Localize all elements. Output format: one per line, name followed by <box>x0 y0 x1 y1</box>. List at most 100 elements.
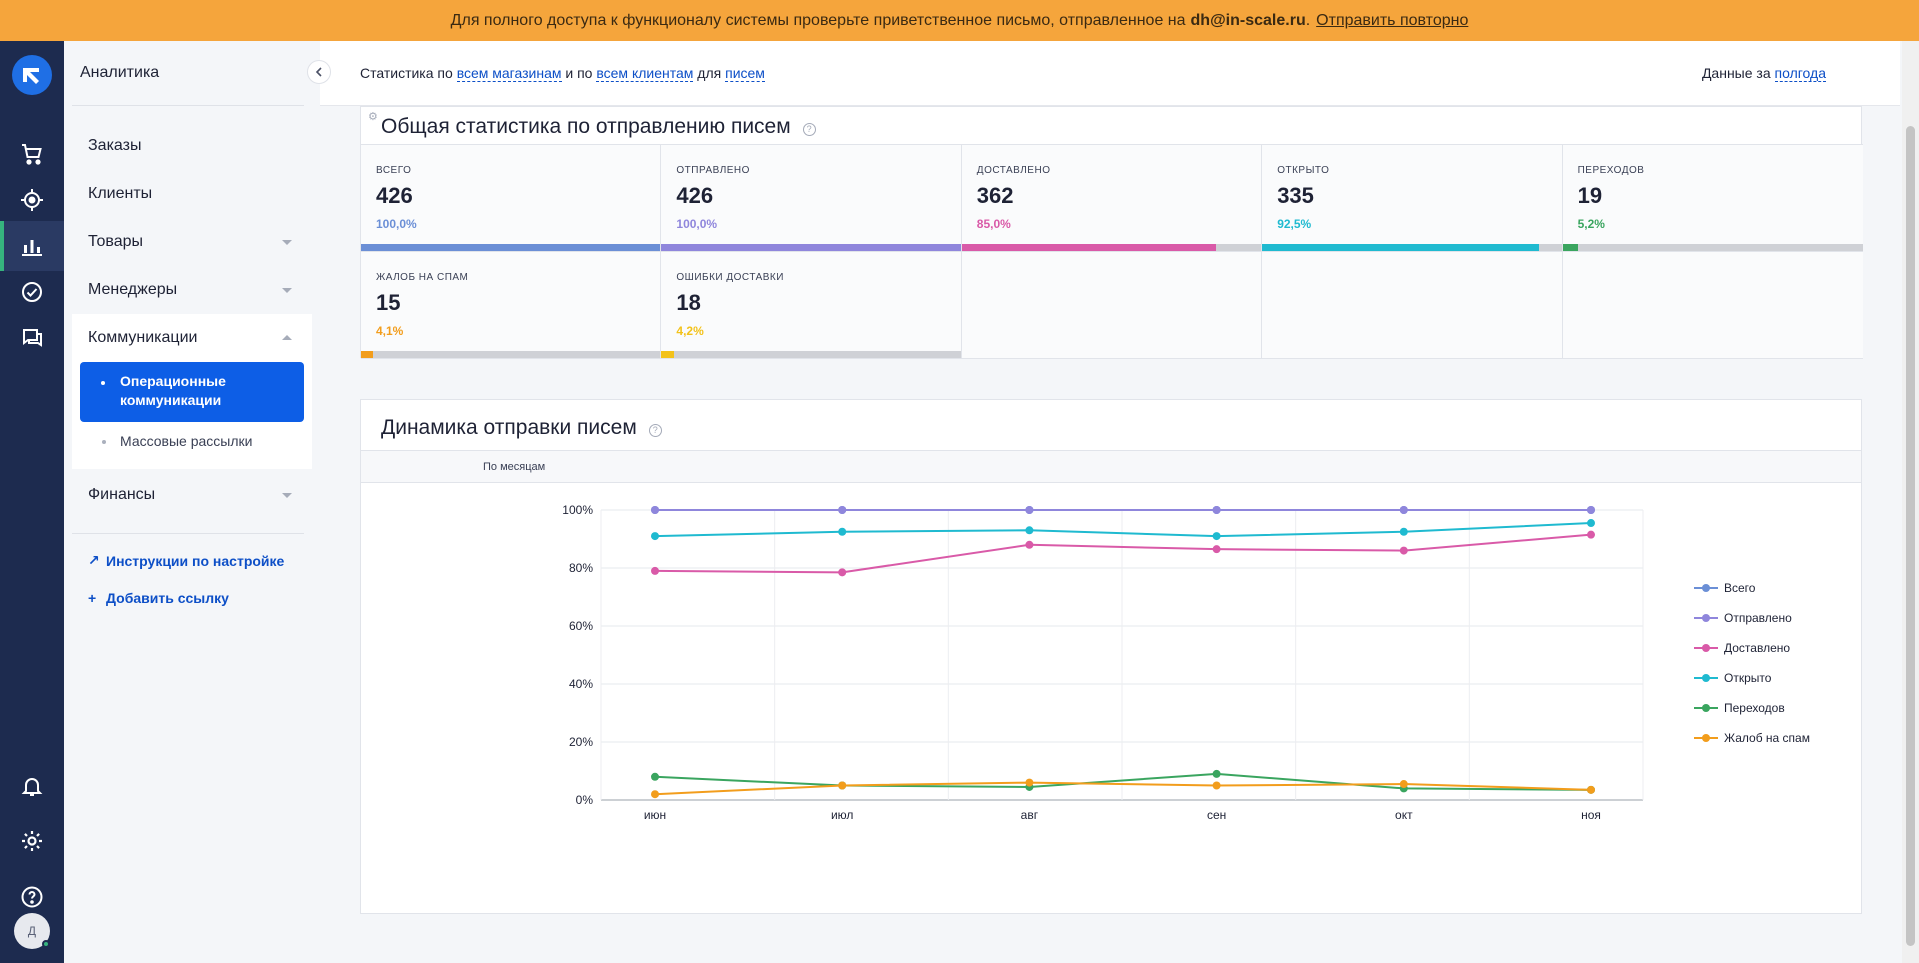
help-icon[interactable]: ? <box>648 423 662 437</box>
series-point <box>838 506 847 514</box>
nav-item-managers[interactable]: Менеджеры <box>88 281 178 298</box>
verification-banner: Для полного доступа к функционалу систем… <box>0 0 1919 41</box>
stat-progress-fill <box>661 244 961 251</box>
series-point <box>1212 506 1221 514</box>
add-link-button[interactable]: + Добавить ссылку <box>88 590 229 606</box>
stat-cell: Всего 426 100,0% <box>361 145 662 252</box>
stat-cell: Ошибки доставки 18 4,2% <box>661 252 962 359</box>
stats-grid: Всего 426 100,0% Отправлено 426 100,0% Доставл… <box>361 144 1863 359</box>
chevron-down-icon[interactable] <box>282 493 292 498</box>
series-point <box>1025 526 1034 535</box>
stat-label: Переходов <box>1577 165 1645 176</box>
series-point <box>1399 546 1408 555</box>
series-point <box>651 566 659 575</box>
stat-cell: Переходов 19 5,2% <box>1562 145 1863 252</box>
legend-marker <box>1702 644 1710 652</box>
target-icon[interactable] <box>0 175 64 225</box>
chevron-down-icon[interactable] <box>282 288 292 293</box>
cart-icon[interactable] <box>0 129 64 179</box>
period-mode-bar: По месяцам <box>361 450 1861 483</box>
nav-sub-operational[interactable]: Операционные коммуникации <box>80 362 304 422</box>
stat-label: Доставлено <box>976 165 1051 176</box>
stats-title-text: Общая статистика по отправлению писем <box>381 115 791 138</box>
period-link[interactable]: полгода <box>1774 65 1826 82</box>
instructions-link[interactable]: ↗ Инструкции по настройке <box>88 552 284 569</box>
stat-cell-empty <box>1262 252 1563 359</box>
filter-shops-link[interactable]: всем магазинам <box>456 65 562 82</box>
x-tick-label: ноя <box>1581 808 1601 822</box>
scrollbar-thumb[interactable] <box>1906 126 1915 946</box>
stat-progress-fill <box>961 244 1217 251</box>
nav-item-communications[interactable]: Коммуникации <box>88 329 198 346</box>
stat-cell: Отправлено 426 100,0% <box>661 145 962 252</box>
gear-icon[interactable] <box>0 816 64 866</box>
filter-text: Статистика по <box>360 65 453 81</box>
stat-label: Жалоб на спам <box>376 272 469 283</box>
series-line <box>654 533 1592 574</box>
stat-value: 426 <box>376 183 413 208</box>
series-point <box>838 527 847 536</box>
nav-sub-mass[interactable]: Массовые рассылки <box>101 433 253 449</box>
stat-cell-empty <box>1562 252 1863 359</box>
page-scrollbar[interactable] <box>1902 41 1919 963</box>
legend-marker <box>1702 704 1710 712</box>
series-point <box>1212 532 1221 541</box>
check-icon[interactable] <box>0 267 64 317</box>
stat-value: 335 <box>1277 183 1314 208</box>
nav-title: Аналитика <box>80 64 160 81</box>
nav-divider <box>72 533 304 534</box>
series-point <box>1212 769 1221 778</box>
stat-progress-bar <box>661 351 961 358</box>
stat-cell: Доставлено 362 85,0% <box>961 145 1263 252</box>
series-point <box>651 790 659 799</box>
user-avatar[interactable]: Д <box>14 913 50 949</box>
filter-type-link[interactable]: писем <box>725 65 765 82</box>
stat-label: Открыто <box>1277 165 1330 176</box>
filter-clients-link[interactable]: всем клиентам <box>596 65 694 82</box>
stat-label: Ошибки доставки <box>676 272 784 283</box>
nav-item-goods[interactable]: Товары <box>88 233 144 250</box>
chevron-down-icon[interactable] <box>282 240 292 245</box>
help-icon[interactable]: ? <box>802 122 816 136</box>
stat-progress-fill <box>361 351 374 358</box>
chat-icon[interactable] <box>0 313 64 363</box>
x-tick-label: авг <box>1021 808 1039 822</box>
series-point <box>1025 506 1034 514</box>
dynamics-title: Динамика отправки писем ? <box>381 416 662 440</box>
collapse-sidebar-button[interactable] <box>307 60 331 84</box>
analytics-icon[interactable] <box>0 221 64 271</box>
series-point <box>1212 781 1221 790</box>
help-icon[interactable] <box>0 872 64 922</box>
nav-item-clients[interactable]: Клиенты <box>88 185 153 202</box>
stat-percent: 100,0% <box>676 217 718 231</box>
stats-card: ⚙ Общая статистика по отправлению писем … <box>360 106 1863 359</box>
stat-progress-bar <box>1562 244 1863 251</box>
stat-value: 18 <box>676 290 701 315</box>
period-mode-label[interactable]: По месяцам <box>483 461 546 473</box>
section-nav: Аналитика Заказы Клиенты Товары Менеджер… <box>64 41 320 963</box>
resend-link[interactable]: Отправить повторно <box>1316 11 1469 29</box>
stat-percent: 92,5% <box>1277 217 1312 231</box>
chevron-up-icon[interactable] <box>282 335 292 340</box>
y-tick-label: 60% <box>569 619 593 633</box>
stat-progress-bar <box>961 244 1262 251</box>
legend-label: Доставлено <box>1724 641 1790 655</box>
nav-item-orders[interactable]: Заказы <box>88 137 142 154</box>
legend-label: Отправлено <box>1724 611 1792 625</box>
series-point <box>1025 778 1034 787</box>
stat-progress-bar <box>1262 244 1562 251</box>
y-tick-label: 80% <box>569 561 593 575</box>
x-tick-label: июл <box>831 808 853 822</box>
series-line <box>654 781 1592 796</box>
stat-percent: 4,2% <box>676 324 704 338</box>
bell-icon[interactable] <box>0 761 64 811</box>
gear-icon[interactable]: ⚙ <box>368 111 378 123</box>
nav-item-finance[interactable]: Финансы <box>88 486 156 503</box>
stat-value: 426 <box>676 183 714 208</box>
logo-icon[interactable] <box>12 55 52 95</box>
stat-cell-empty <box>961 252 1263 359</box>
stat-percent: 5,2% <box>1577 217 1605 231</box>
series-point <box>651 506 659 514</box>
instructions-label: Инструкции по настройке <box>106 552 285 569</box>
dynamics-chart: 0% 20% 40% 60% 80% 100% июн июл авг сен окт ноя Всег… <box>562 503 1810 822</box>
